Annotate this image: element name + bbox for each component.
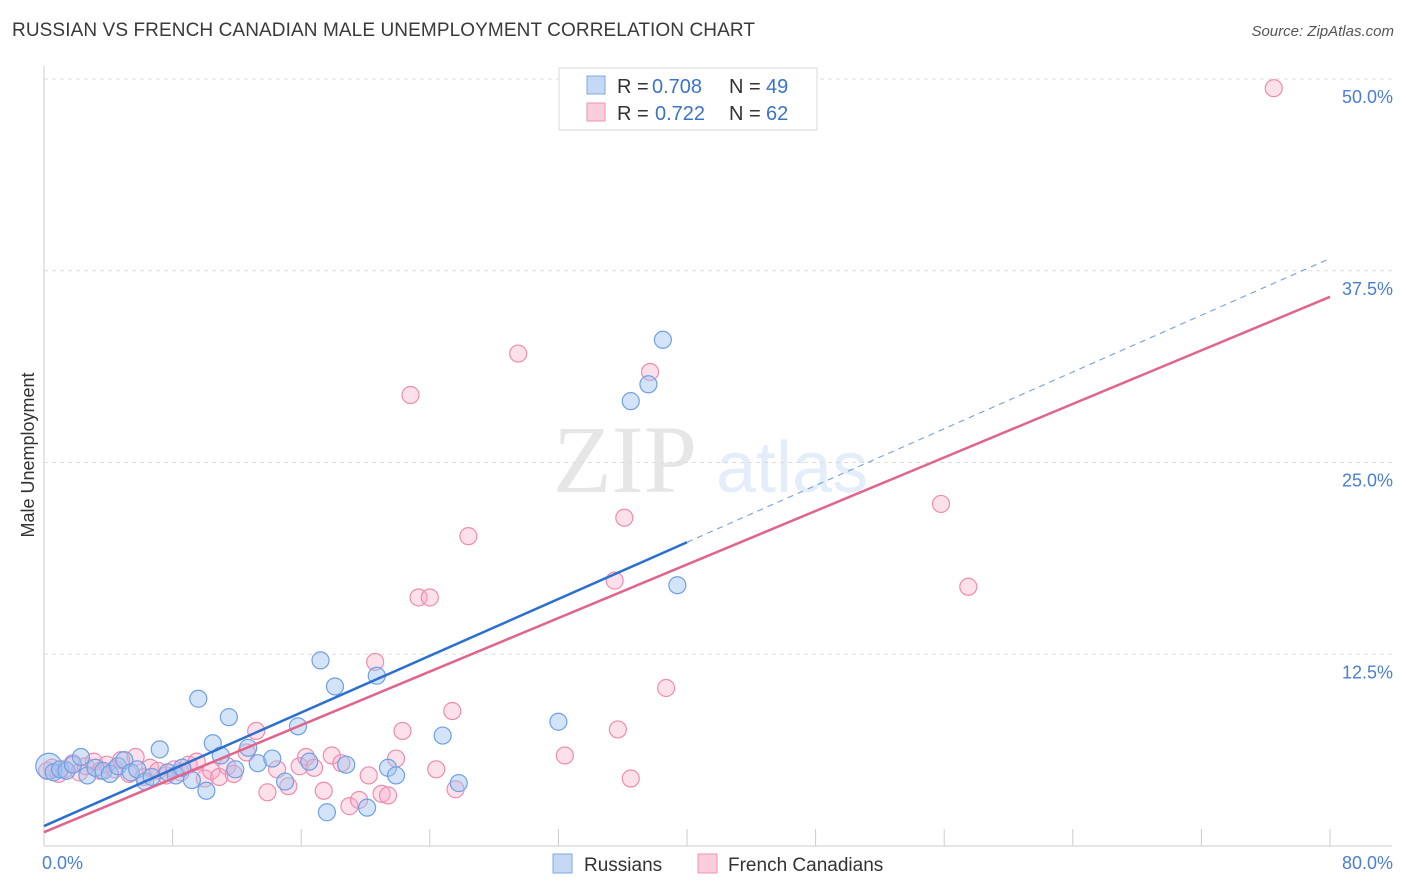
legend-n-value-french: 62 bbox=[766, 103, 788, 125]
y-tick-labels: 12.5% 25.0% 37.5% 50.0% bbox=[1342, 87, 1393, 682]
french-canadians-point bbox=[372, 784, 391, 803]
y-tick-label: 37.5% bbox=[1342, 279, 1393, 299]
watermark-zip: ZIP bbox=[553, 406, 697, 513]
x-tick-label-max: 80.0% bbox=[1342, 853, 1393, 873]
russians-point bbox=[197, 781, 216, 800]
y-tick-label: 12.5% bbox=[1342, 662, 1393, 682]
watermark: ZIP atlas bbox=[553, 406, 868, 513]
russians-point bbox=[621, 392, 640, 411]
y-tick-label: 25.0% bbox=[1342, 471, 1393, 491]
russians-point bbox=[337, 755, 356, 774]
bottom-legend-swatch-russians bbox=[552, 853, 573, 874]
french-canadians-point bbox=[1264, 79, 1283, 98]
french-canadians-point bbox=[657, 678, 676, 698]
watermark-atlas: atlas bbox=[716, 428, 868, 508]
french-canadians-point bbox=[931, 494, 951, 514]
legend-swatch-russians bbox=[586, 75, 606, 95]
y-tick-label: 50.0% bbox=[1342, 87, 1393, 107]
russians-point bbox=[263, 749, 282, 768]
x-tick-label-min: 0.0% bbox=[42, 853, 83, 873]
russians-point bbox=[668, 576, 687, 595]
grid-lines bbox=[44, 78, 1392, 655]
french-canadians-point bbox=[621, 769, 640, 788]
french-canadians-point bbox=[304, 758, 324, 777]
bottom-legend-swatch-french bbox=[697, 853, 718, 874]
russians-point bbox=[311, 651, 330, 670]
trend-lines bbox=[43, 257, 1331, 834]
french-canadians-point bbox=[366, 652, 385, 672]
russians-point bbox=[449, 774, 468, 793]
russians-point bbox=[549, 712, 568, 731]
chart-source: Source: ZipAtlas.com bbox=[1251, 23, 1394, 40]
legend-n-label-french: N = bbox=[729, 103, 761, 125]
legend-r-label-russians: R = bbox=[617, 76, 649, 98]
french-canadians-point bbox=[340, 797, 359, 816]
russians-point bbox=[300, 752, 319, 771]
legend-n-value-russians: 49 bbox=[766, 76, 788, 98]
bottom-legend-russians: Russians bbox=[584, 855, 662, 876]
legend-n-label-russians: N = bbox=[729, 76, 761, 98]
russians-point bbox=[219, 708, 238, 727]
russians-point bbox=[71, 747, 91, 767]
series-legend: Russians French Canadians bbox=[552, 853, 883, 876]
russians-point bbox=[226, 760, 245, 779]
russians-point bbox=[276, 772, 295, 791]
french-canadians-point bbox=[427, 760, 446, 779]
legend-r-value-russians: 0.708 bbox=[652, 76, 702, 98]
russians-point bbox=[325, 677, 345, 696]
french-canadians-point bbox=[258, 783, 277, 802]
french-canadians-trend-line bbox=[43, 295, 1331, 834]
bottom-legend-french: French Canadians bbox=[728, 855, 883, 876]
x-tick-labels: 0.0% 80.0% bbox=[42, 853, 1393, 873]
french-canadians-point bbox=[314, 781, 333, 800]
legend-r-label-french: R = bbox=[617, 103, 649, 125]
russians-points bbox=[35, 330, 687, 822]
russians-point bbox=[433, 726, 452, 745]
french-canadians-point bbox=[378, 786, 398, 805]
french-canadians-point bbox=[359, 766, 378, 785]
russians-point bbox=[150, 740, 169, 759]
legend-r-value-french: 0.722 bbox=[655, 103, 705, 125]
french-canadians-point bbox=[959, 577, 978, 596]
french-canadians-point bbox=[290, 757, 309, 776]
french-canadians-point bbox=[459, 527, 478, 546]
russians-point bbox=[248, 754, 267, 773]
french-canadians-point bbox=[608, 720, 627, 739]
russians-point bbox=[639, 375, 658, 394]
russians-trend-line bbox=[43, 541, 688, 828]
legend-swatch-french bbox=[586, 102, 606, 122]
russians-point bbox=[189, 689, 208, 708]
stats-legend: R = 0.708 N = 49 R = 0.722 N = 62 bbox=[558, 67, 818, 131]
french-canadians-point bbox=[393, 721, 412, 741]
russians-point bbox=[653, 330, 672, 349]
french-canadians-point bbox=[420, 588, 439, 607]
french-canadians-point bbox=[509, 344, 528, 363]
russians-trend-extension bbox=[686, 257, 1331, 543]
y-axis-label: Male Unemployment bbox=[18, 372, 38, 537]
french-canadians-point bbox=[615, 508, 634, 527]
french-canadians-point bbox=[555, 746, 574, 765]
russians-point bbox=[358, 798, 377, 817]
russians-point bbox=[386, 766, 406, 785]
french-canadians-point bbox=[401, 385, 420, 405]
french-canadians-point bbox=[443, 701, 462, 721]
chart-title: RUSSIAN VS FRENCH CANADIAN MALE UNEMPLOY… bbox=[12, 20, 756, 41]
russians-point bbox=[317, 803, 337, 822]
french-canadians-point bbox=[322, 746, 341, 765]
